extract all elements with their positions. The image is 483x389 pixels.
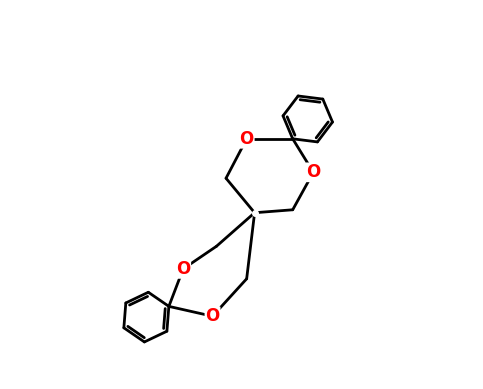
- Text: O: O: [176, 260, 190, 278]
- Text: O: O: [240, 130, 254, 148]
- Text: O: O: [205, 307, 220, 325]
- Text: O: O: [306, 163, 321, 181]
